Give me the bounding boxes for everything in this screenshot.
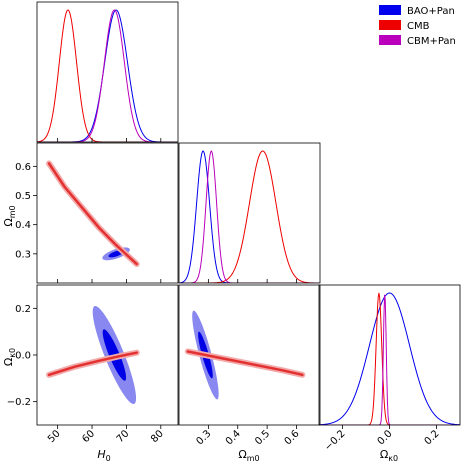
marginal-cbm-1 xyxy=(179,150,320,283)
xtick-label-1-3: 0.6 xyxy=(283,428,302,447)
xlabel-ok: Ωκ0 xyxy=(380,448,398,463)
legend-label-cmb: CMB xyxy=(407,21,430,32)
ytick-label-1-1: 0.4 xyxy=(15,220,31,231)
xtick-label-1-2: 0.5 xyxy=(253,428,272,447)
marginal-cbm-2 xyxy=(319,294,460,425)
marginal-cmb-0 xyxy=(37,9,178,142)
xtick-label-0-1: 60 xyxy=(80,428,97,445)
xtick-label-0-2: 70 xyxy=(115,428,132,445)
ytick-label-2-0: −0.2 xyxy=(7,397,31,408)
legend: BAO+Pan CMB CBM+Pan xyxy=(379,5,456,47)
ytick-label-2-1: 0.0 xyxy=(15,351,31,362)
xtick-label-0-0: 50 xyxy=(46,428,63,445)
xtick-label-1-1: 0.4 xyxy=(224,428,243,447)
legend-label-cbm: CBM+Pan xyxy=(407,36,456,47)
legend-swatch-cmb xyxy=(379,20,401,30)
panel-frame-0-0 xyxy=(36,1,179,143)
band-inner-cmb-1 xyxy=(47,351,138,377)
ytick-label-1-3: 0.6 xyxy=(15,162,31,173)
legend-swatch-bao xyxy=(379,5,401,15)
xtick-label-2-2: 0.2 xyxy=(423,428,442,447)
band-outer-cmb-0 xyxy=(46,160,140,268)
panel-frame-1-1 xyxy=(178,142,321,284)
ylabel-om: Ωm0 xyxy=(2,205,17,226)
xlabel-h0: H0 xyxy=(97,448,110,463)
panels-layer xyxy=(36,1,461,426)
panel-frame-2-2 xyxy=(318,284,461,426)
band-inner-cmb-2 xyxy=(186,350,304,377)
xtick-label-1-0: 0.3 xyxy=(194,428,213,447)
panel-frame-2-1 xyxy=(178,284,321,426)
ticks-layer: 50 60 70 80 0.3 0.4 0.5 0.6 −0.2 0.0 0.2 0.3 0.4 0.5 0… xyxy=(7,138,442,453)
marginal-bao-1 xyxy=(179,150,320,283)
band-inner-cmb-0 xyxy=(47,162,138,266)
xtick-label-0-3: 80 xyxy=(149,428,166,445)
xtick-label-2-0: −0.2 xyxy=(323,428,348,453)
ylabel-ok: Ωκ0 xyxy=(2,348,17,366)
panel-frame-1-0 xyxy=(36,142,179,284)
marginal-bao-2 xyxy=(319,292,460,425)
legend-swatch-cbm xyxy=(379,35,401,45)
xlabel-om: Ωm0 xyxy=(238,448,259,463)
xtick-label-2-1: 0.0 xyxy=(376,428,395,447)
ytick-label-2-2: 0.2 xyxy=(15,304,31,315)
marginal-cmb-2 xyxy=(319,292,460,425)
ytick-label-1-2: 0.5 xyxy=(15,191,31,202)
ytick-label-1-0: 0.3 xyxy=(15,249,31,260)
legend-label-bao: BAO+Pan xyxy=(407,6,455,17)
marginal-cmb-1 xyxy=(179,150,320,283)
axis-labels: H0 Ωm0 Ωκ0 Ωm0 Ωκ0 xyxy=(2,205,398,463)
